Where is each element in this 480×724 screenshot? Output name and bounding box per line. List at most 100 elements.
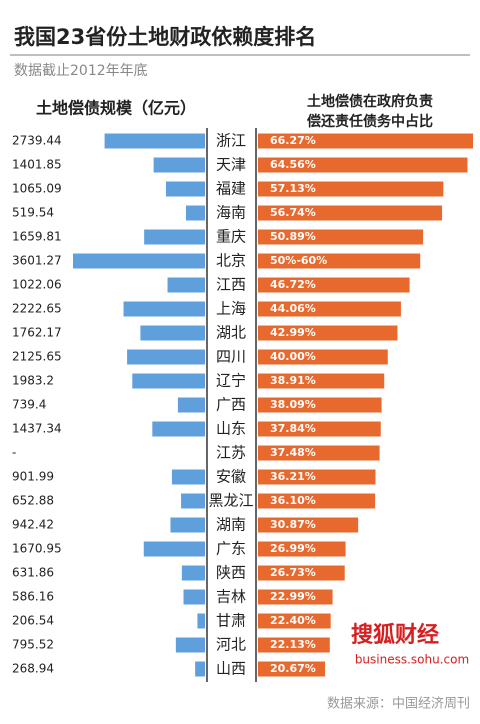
value-label: 26.73% bbox=[270, 566, 316, 579]
bar bbox=[258, 661, 326, 677]
bar bbox=[258, 325, 398, 341]
category-label: 江西 bbox=[216, 276, 246, 294]
bar bbox=[177, 397, 205, 413]
category-label: 天津 bbox=[216, 156, 246, 174]
category-label: 北京 bbox=[216, 252, 246, 270]
value-label: 1022.06 bbox=[12, 278, 62, 292]
source: 数据来源：中国经济周刊 bbox=[327, 697, 470, 712]
value-label: 50%-60% bbox=[270, 254, 327, 267]
category-label: 河北 bbox=[216, 636, 246, 654]
bar bbox=[140, 325, 205, 341]
bar bbox=[183, 589, 205, 605]
bar bbox=[197, 613, 205, 629]
bar bbox=[258, 637, 330, 653]
value-label: 1437.34 bbox=[12, 422, 62, 436]
category-label: 湖北 bbox=[216, 324, 246, 342]
value-label: 942.42 bbox=[12, 518, 54, 532]
bar bbox=[258, 493, 376, 509]
bar bbox=[165, 181, 205, 197]
value-label: 3601.27 bbox=[12, 254, 62, 268]
bar bbox=[258, 517, 359, 533]
value-label: 36.10% bbox=[270, 494, 316, 507]
value-label: 1659.81 bbox=[12, 230, 62, 244]
bar bbox=[258, 469, 376, 485]
bar bbox=[170, 517, 205, 533]
value-label: 586.16 bbox=[12, 590, 54, 604]
value-label: 50.89% bbox=[270, 230, 316, 243]
value-label: 56.74% bbox=[270, 206, 316, 219]
value-label: 46.72% bbox=[270, 278, 316, 291]
bar bbox=[144, 229, 205, 245]
value-label: 38.09% bbox=[270, 398, 316, 411]
bar bbox=[123, 301, 205, 317]
value-label: 40.00% bbox=[270, 350, 316, 363]
bar bbox=[258, 229, 424, 245]
category-label: 甘肃 bbox=[216, 612, 246, 630]
bar bbox=[258, 349, 388, 365]
category-label: 吉林 bbox=[216, 588, 246, 606]
bar bbox=[143, 541, 205, 557]
bar bbox=[258, 565, 345, 581]
value-label: 37.48% bbox=[270, 446, 316, 459]
value-label: 1670.95 bbox=[12, 542, 62, 556]
bar bbox=[258, 589, 333, 605]
bar bbox=[258, 613, 331, 629]
value-label: 901.99 bbox=[12, 470, 54, 484]
value-label: 38.91% bbox=[270, 374, 316, 387]
chart-title: 我国23省份土地财政依赖度排名 bbox=[14, 25, 316, 49]
value-label: 20.67% bbox=[270, 662, 316, 675]
category-label: 福建 bbox=[216, 180, 246, 198]
category-label: 广西 bbox=[216, 396, 246, 414]
bar bbox=[132, 373, 205, 389]
value-label: 22.13% bbox=[270, 638, 316, 651]
bar bbox=[258, 445, 380, 461]
value-label: 519.54 bbox=[12, 206, 54, 220]
value-label: 22.99% bbox=[270, 590, 316, 603]
bar bbox=[258, 277, 410, 293]
category-label: 重庆 bbox=[216, 228, 246, 246]
bar bbox=[258, 301, 401, 317]
bar bbox=[127, 349, 205, 365]
category-label: 安徽 bbox=[216, 468, 246, 486]
value-label: 652.88 bbox=[12, 494, 54, 508]
logo: 搜狐财经 bbox=[351, 622, 439, 648]
value-label: 206.54 bbox=[12, 614, 54, 628]
bar bbox=[153, 157, 205, 173]
value-label: 631.86 bbox=[12, 566, 54, 580]
bar bbox=[258, 421, 381, 437]
category-label: 上海 bbox=[216, 300, 246, 318]
bar bbox=[185, 205, 205, 221]
value-label: 37.84% bbox=[270, 422, 316, 435]
left-header: 土地偿债规模（亿元） bbox=[36, 99, 196, 118]
bar bbox=[258, 157, 468, 173]
value-label: 2222.65 bbox=[12, 302, 62, 316]
value-label: 795.52 bbox=[12, 638, 54, 652]
bar bbox=[258, 253, 421, 269]
value-label: 1065.09 bbox=[12, 182, 62, 196]
value-label: 22.40% bbox=[270, 614, 316, 627]
category-label: 山西 bbox=[216, 660, 246, 678]
bar bbox=[104, 133, 205, 149]
bar bbox=[152, 421, 205, 437]
value-label: 1762.17 bbox=[12, 326, 62, 340]
value-label: 739.4 bbox=[12, 398, 46, 412]
bar bbox=[181, 493, 205, 509]
category-label: 海南 bbox=[216, 204, 246, 222]
bar bbox=[167, 277, 205, 293]
value-label: 30.87% bbox=[270, 518, 316, 531]
value-label: 1401.85 bbox=[12, 158, 62, 172]
bar bbox=[195, 661, 205, 677]
category-label: 江苏 bbox=[216, 444, 246, 462]
right-header: 土地偿债在政府负责 bbox=[307, 93, 433, 110]
right-header: 偿还责任债务中占比 bbox=[307, 113, 433, 130]
category-label: 黑龙江 bbox=[208, 492, 253, 510]
value-label: 44.06% bbox=[270, 302, 316, 315]
value-label: 42.99% bbox=[270, 326, 316, 339]
value-label: 2125.65 bbox=[12, 350, 62, 364]
value-label: 36.21% bbox=[270, 470, 316, 483]
bar bbox=[73, 253, 205, 269]
category-label: 辽宁 bbox=[216, 372, 246, 390]
category-label: 四川 bbox=[216, 348, 246, 366]
category-label: 湖南 bbox=[216, 516, 246, 534]
